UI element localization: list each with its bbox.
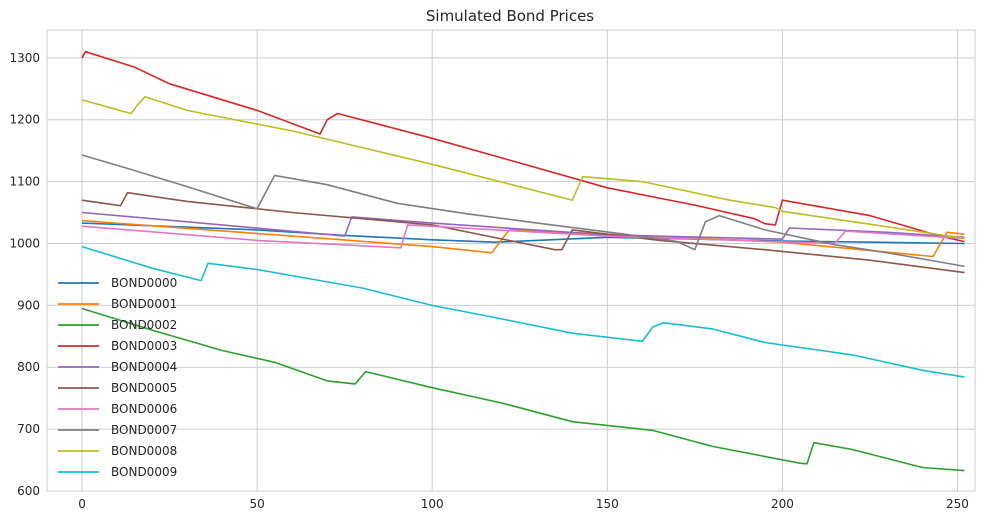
x-tick-label: 150: [596, 497, 619, 511]
y-tick-label: 600: [17, 484, 40, 498]
x-tick-label: 100: [421, 497, 444, 511]
y-tick-label: 1100: [9, 175, 40, 189]
legend-label: BOND0002: [111, 318, 177, 332]
x-tick-label: 250: [946, 497, 969, 511]
y-tick-label: 1000: [9, 236, 40, 250]
grid: [46, 29, 976, 492]
legend-item: BOND0006: [58, 402, 177, 416]
legend-item: BOND0007: [58, 423, 177, 437]
legend-item: BOND0002: [58, 318, 177, 332]
series-line-bond0005: [81, 191, 965, 274]
series-group: [81, 50, 965, 472]
legend-label: BOND0008: [111, 444, 177, 458]
series-line-bond0007: [81, 154, 965, 268]
series-line-bond0004: [81, 211, 965, 240]
legend-item: BOND0005: [58, 381, 177, 395]
legend-label: BOND0007: [111, 423, 177, 437]
legend-item: BOND0000: [58, 276, 177, 290]
y-tick-label: 700: [17, 422, 40, 436]
series-line-bond0002: [81, 307, 965, 472]
legend-label: BOND0001: [111, 297, 177, 311]
legend-label: BOND0005: [111, 381, 177, 395]
series-line-bond0006: [81, 224, 965, 249]
series-line-bond0008: [81, 96, 965, 240]
legend-label: BOND0003: [111, 339, 177, 353]
y-tick-label: 1300: [9, 51, 40, 65]
legend-item: BOND0009: [58, 465, 177, 479]
legend-item: BOND0003: [58, 339, 177, 353]
series-line-bond0009: [81, 245, 965, 378]
legend-label: BOND0009: [111, 465, 177, 479]
axes: 0 50 100 150 200 250 600 700 800 900 1000 1100 1200 1…: [9, 51, 968, 511]
y-tick-label: 800: [17, 360, 40, 374]
y-tick-label: 1200: [9, 113, 40, 127]
x-tick-label: 0: [78, 497, 86, 511]
legend-label: BOND0004: [111, 360, 177, 374]
x-tick-label: 200: [771, 497, 794, 511]
x-tick-label: 50: [249, 497, 264, 511]
legend-label: BOND0000: [111, 276, 177, 290]
legend: BOND0000 BOND0001 BOND0002 BOND0003 BOND0004…: [58, 276, 177, 479]
legend-label: BOND0006: [111, 402, 177, 416]
legend-item: BOND0001: [58, 297, 177, 311]
series-line-bond0003: [81, 50, 965, 243]
chart-title: Simulated Bond Prices: [426, 7, 594, 25]
legend-item: BOND0008: [58, 444, 177, 458]
plot-area: [46, 29, 976, 492]
y-tick-label: 900: [17, 298, 40, 312]
legend-item: BOND0004: [58, 360, 177, 374]
